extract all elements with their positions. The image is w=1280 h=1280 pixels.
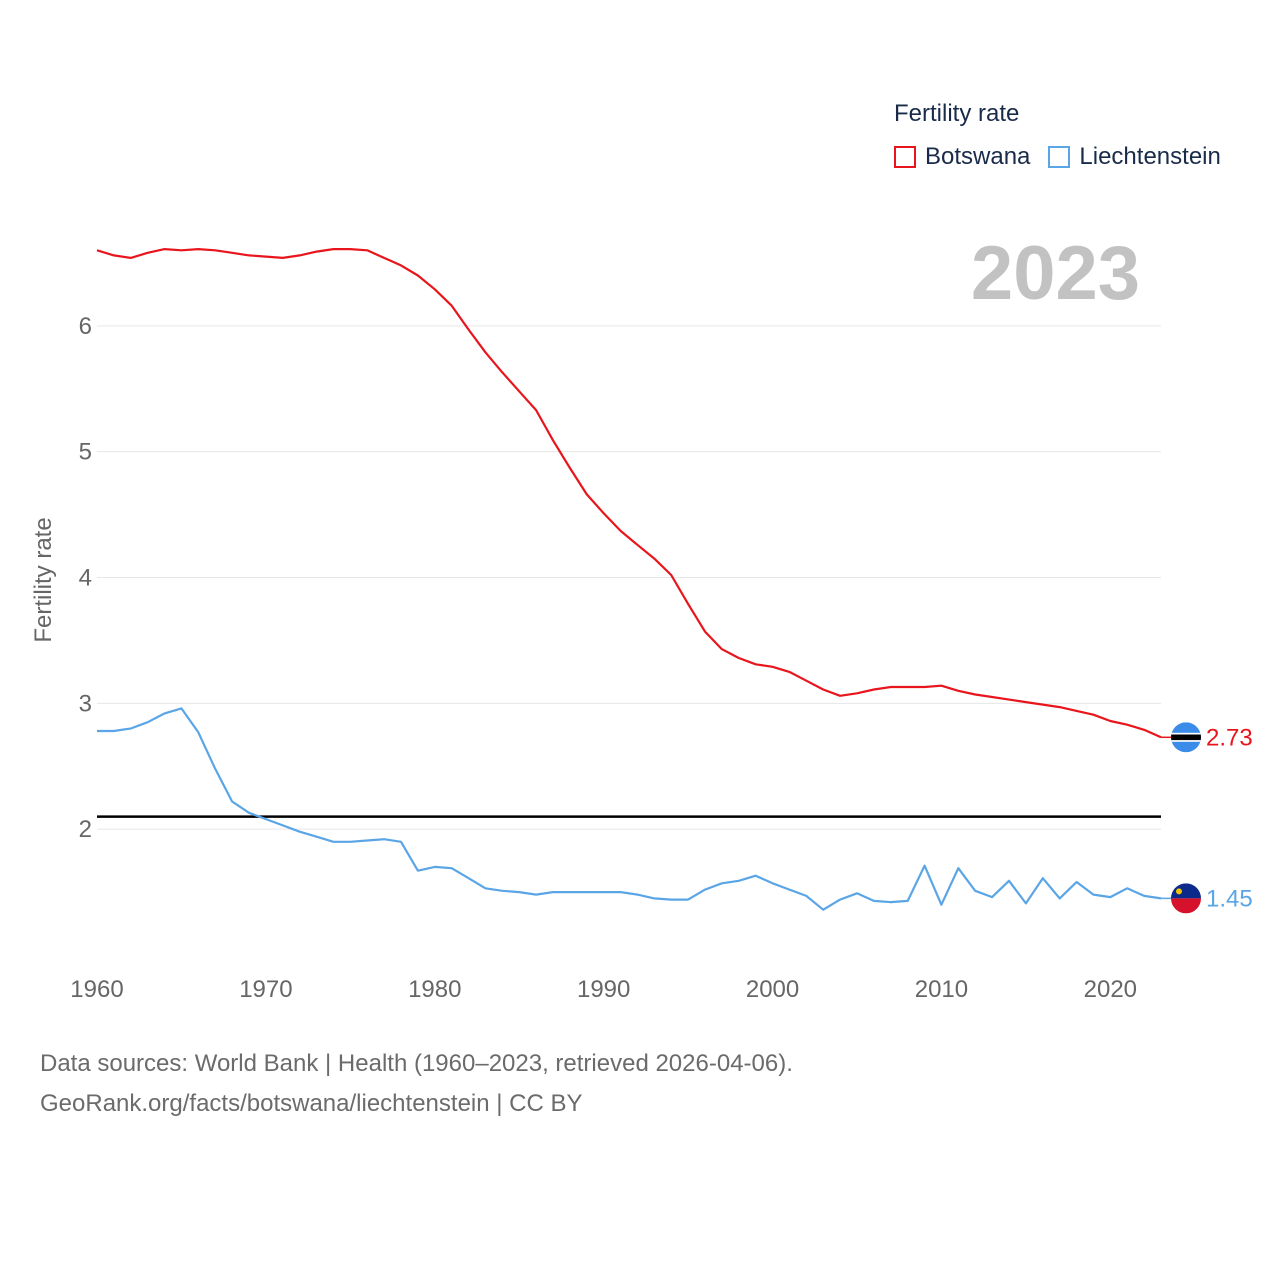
flag-crown-liechtenstein (1176, 888, 1182, 895)
series-end-markers: 2.73 1.45 (1161, 722, 1253, 914)
y-axis-ticks: 2 3 4 5 6 (79, 313, 92, 843)
x-tick-label-1970: 1970 (239, 976, 292, 1003)
legend-label-botswana: Botswana (925, 143, 1031, 170)
y-axis-label: Fertility rate (30, 517, 57, 642)
footer: Data sources: World Bank | Health (1960–… (40, 1044, 793, 1124)
series-line-liechtenstein (97, 707, 1162, 911)
liechtenstein-flag-icon (1171, 883, 1201, 914)
footer-sources: Data sources: World Bank | Health (1960–… (40, 1050, 793, 1077)
y-tick-label-3: 3 (79, 690, 92, 717)
y-tick-label-6: 6 (79, 313, 92, 340)
x-tick-label-1990: 1990 (577, 976, 630, 1003)
end-value-label-liechtenstein: 1.45 (1206, 885, 1253, 912)
current-year-label: 2023 (971, 231, 1140, 316)
y-tick-label-5: 5 (79, 439, 92, 466)
x-axis-ticks: 1960 1970 1980 1990 2000 2010 2020 (70, 976, 1137, 1003)
series-line-botswana (96, 248, 1162, 739)
x-tick-label-1960: 1960 (70, 976, 123, 1003)
legend-title: Fertility rate (894, 100, 1020, 127)
x-tick-label-2020: 2020 (1084, 976, 1137, 1003)
legend-label-liechtenstein: Liechtenstein (1079, 143, 1221, 170)
flag-top-liechtenstein (1171, 883, 1201, 899)
y-tick-label-2: 2 (79, 816, 92, 843)
legend-item-liechtenstein[interactable]: Liechtenstein (1048, 143, 1221, 171)
x-tick-label-2000: 2000 (746, 976, 799, 1003)
flag-body-botswana (1171, 722, 1201, 753)
flag-body-liechtenstein (1171, 883, 1201, 914)
x-tick-label-1980: 1980 (408, 976, 461, 1003)
gridlines (97, 325, 1161, 830)
botswana-flag-icon (1171, 722, 1201, 753)
end-value-label-botswana: 2.73 (1206, 724, 1253, 751)
series-lines (96, 248, 1162, 911)
flag-bottom-liechtenstein (1171, 898, 1201, 914)
y-tick-label-4: 4 (79, 565, 92, 592)
legend-swatch-liechtenstein (1048, 146, 1071, 168)
legend-item-botswana[interactable]: Botswana (894, 143, 1030, 171)
legend: Botswana Liechtenstein (894, 143, 1239, 171)
x-tick-label-2010: 2010 (915, 976, 968, 1003)
footer-link[interactable]: GeoRank.org/facts/botswana/liechtenstein… (40, 1090, 583, 1117)
flag-band-black-botswana (1171, 734, 1201, 741)
legend-swatch-botswana (894, 146, 916, 168)
